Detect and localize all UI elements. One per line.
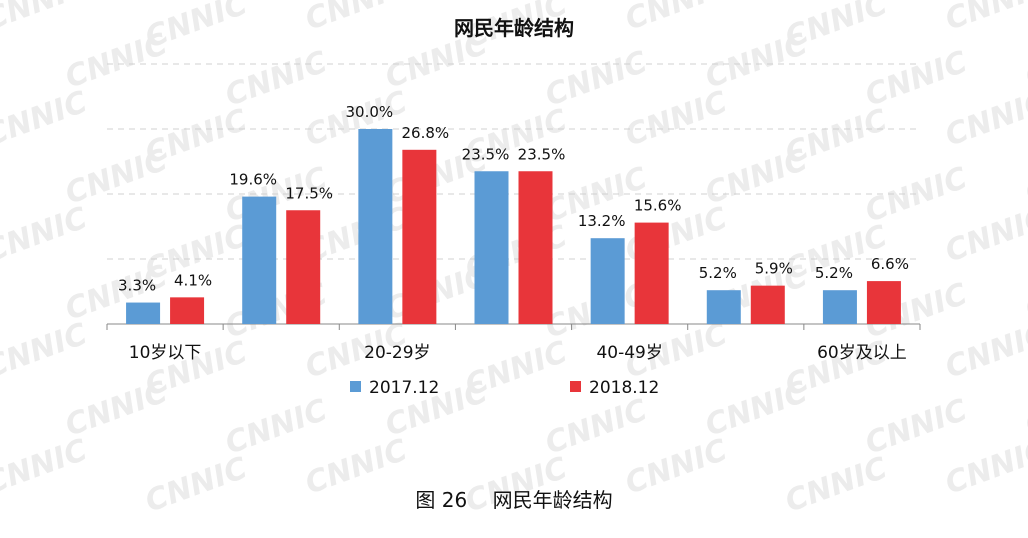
- watermark-text: CNNIC: [781, 451, 892, 520]
- category-label: 20-29岁: [364, 343, 430, 363]
- watermark-text: CNNIC: [621, 0, 732, 38]
- bar-2017-12-3: [474, 171, 509, 324]
- data-label: 23.5%: [462, 145, 510, 163]
- watermark-text: CNNIC: [301, 0, 412, 38]
- watermark-text: CNNIC: [0, 201, 92, 270]
- category-label: 60岁及以上: [817, 343, 907, 363]
- data-label: 23.5%: [518, 145, 566, 163]
- watermark-text: CNNIC: [941, 317, 1028, 386]
- legend-label-2018: 2018.12: [589, 378, 659, 398]
- legend: 2017.12 2018.12: [350, 378, 659, 398]
- watermark-text: CNNIC: [941, 433, 1028, 502]
- watermark-text: CNNIC: [941, 85, 1028, 154]
- legend-swatch-2018: [570, 381, 581, 392]
- bar-2018-12-0: [170, 297, 205, 324]
- watermark-text: CNNIC: [621, 433, 732, 502]
- bar-2017-12-0: [126, 302, 161, 324]
- data-label: 3.3%: [118, 277, 156, 295]
- bar-2017-12-1: [242, 196, 277, 324]
- bar-2017-12-2: [358, 129, 393, 324]
- watermark-text: CNNIC: [1021, 143, 1028, 212]
- data-label: 5.2%: [699, 264, 737, 282]
- watermark-text: CNNIC: [301, 433, 412, 502]
- data-label: 5.2%: [815, 264, 853, 282]
- category-label: 40-49岁: [596, 343, 662, 363]
- data-label: 13.2%: [578, 212, 626, 230]
- chart-title: 网民年龄结构: [454, 16, 574, 40]
- watermark-text: CNNIC: [0, 0, 92, 38]
- category-label-layer: 10岁以下 20-29岁 40-49岁 60岁及以上: [129, 343, 907, 363]
- data-label: 17.5%: [285, 184, 333, 202]
- legend-swatch-2017: [350, 381, 361, 392]
- watermark-text: CNNIC: [1021, 375, 1028, 444]
- watermark-text: CNNIC: [1021, 27, 1028, 96]
- watermark-text: CNNIC: [0, 85, 92, 154]
- watermark-text: CNNIC: [141, 451, 252, 520]
- data-label: 6.6%: [871, 255, 909, 273]
- watermark-text: CNNIC: [0, 433, 92, 502]
- data-label: 4.1%: [174, 271, 212, 289]
- data-label: 15.6%: [634, 197, 682, 215]
- data-label: 26.8%: [402, 124, 450, 142]
- bar-layer: [126, 129, 901, 324]
- figure-caption: 图 26 网民年龄结构: [415, 488, 612, 512]
- watermark-text: CNNIC: [1021, 259, 1028, 328]
- bar-2018-12-5: [750, 285, 785, 324]
- bar-2018-12-3: [518, 171, 553, 324]
- data-label: 30.0%: [346, 103, 394, 121]
- bar-2017-12-4: [590, 238, 625, 324]
- category-label: 10岁以下: [129, 343, 202, 363]
- watermark-text: CNNIC: [0, 317, 92, 386]
- data-label: 19.6%: [229, 171, 277, 189]
- bar-2018-12-6: [866, 281, 901, 324]
- bar-2018-12-4: [634, 222, 669, 324]
- watermark-text: CNNIC: [621, 85, 732, 154]
- data-label: 5.9%: [755, 260, 793, 278]
- bar-2017-12-6: [822, 290, 857, 324]
- data-label-layer: 3.3% 4.1% 19.6% 17.5% 30.0% 26.8% 23.5% 23.5% 13…: [118, 103, 909, 295]
- watermark-text: CNNIC: [941, 201, 1028, 270]
- legend-label-2017: 2017.12: [369, 378, 439, 398]
- bar-2018-12-2: [402, 149, 437, 324]
- bar-2018-12-1: [286, 210, 321, 324]
- bar-2017-12-5: [706, 290, 741, 324]
- watermark-text: CNNIC: [941, 0, 1028, 38]
